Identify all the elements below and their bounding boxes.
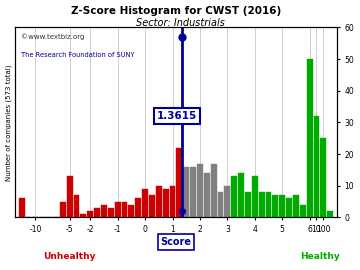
Bar (266, 192, 271, 217)
Bar (60, 201, 66, 217)
Bar (286, 198, 292, 217)
Bar (101, 205, 107, 217)
Bar (197, 164, 203, 217)
Bar (94, 208, 100, 217)
Bar (156, 186, 162, 217)
Bar (135, 198, 141, 217)
Bar (115, 201, 121, 217)
Bar (183, 167, 189, 217)
Bar (108, 208, 114, 217)
Bar (163, 189, 168, 217)
Bar (122, 201, 127, 217)
Bar (142, 189, 148, 217)
Bar (252, 176, 258, 217)
Bar (245, 192, 251, 217)
Bar (211, 164, 217, 217)
Bar (279, 195, 285, 217)
Bar (300, 205, 306, 217)
Bar (238, 173, 244, 217)
Bar (307, 59, 312, 217)
Bar (149, 195, 155, 217)
Bar (176, 148, 182, 217)
Bar (314, 116, 319, 217)
Text: Healthy: Healthy (300, 252, 340, 261)
Bar (231, 176, 237, 217)
Bar (170, 186, 175, 217)
Bar (87, 211, 93, 217)
Text: Sector: Industrials: Sector: Industrials (136, 18, 224, 28)
Bar (327, 211, 333, 217)
Title: Z-Score Histogram for CWST (2016): Z-Score Histogram for CWST (2016) (71, 6, 281, 16)
Bar (204, 173, 210, 217)
Text: ©www.textbiz.org: ©www.textbiz.org (21, 33, 85, 40)
X-axis label: Score: Score (161, 237, 192, 247)
Y-axis label: Number of companies (573 total): Number of companies (573 total) (5, 64, 12, 181)
Bar (129, 205, 134, 217)
Bar (81, 214, 86, 217)
Bar (293, 195, 299, 217)
Text: The Research Foundation of SUNY: The Research Foundation of SUNY (21, 52, 135, 58)
Bar (190, 167, 196, 217)
Text: 1.3615: 1.3615 (157, 111, 197, 121)
Bar (74, 195, 80, 217)
Bar (19, 198, 24, 217)
Bar (273, 195, 278, 217)
Text: Unhealthy: Unhealthy (44, 252, 96, 261)
Bar (259, 192, 265, 217)
Bar (320, 138, 326, 217)
Bar (224, 186, 230, 217)
Bar (67, 176, 73, 217)
Bar (217, 192, 224, 217)
